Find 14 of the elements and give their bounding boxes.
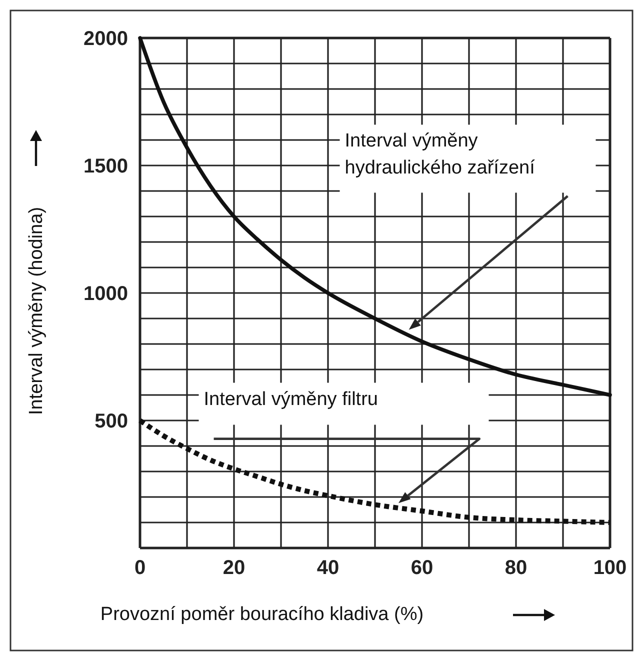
annotation: Interval výměny hydraulického zařízení <box>344 130 536 179</box>
x-tick-label: 0 <box>134 557 146 580</box>
x-tick-label: 20 <box>222 557 246 580</box>
y-tick-label: 500 <box>94 410 128 433</box>
x-tick-label: 40 <box>316 557 340 580</box>
x-tick-label: 60 <box>410 557 434 580</box>
y-tick-label: 1500 <box>84 156 128 178</box>
x-tick-label: 100 <box>593 557 627 580</box>
y-axis-title: Interval výměny (hodina) <box>26 206 47 416</box>
y-tick-label: 1000 <box>84 283 128 306</box>
x-axis-title: Provozní poměr bouracího kladiva (%) <box>100 604 424 625</box>
annotation: Interval výměny filtru <box>204 388 378 410</box>
y-tick-label: 2000 <box>84 28 128 50</box>
x-tick-label: 80 <box>504 557 528 580</box>
